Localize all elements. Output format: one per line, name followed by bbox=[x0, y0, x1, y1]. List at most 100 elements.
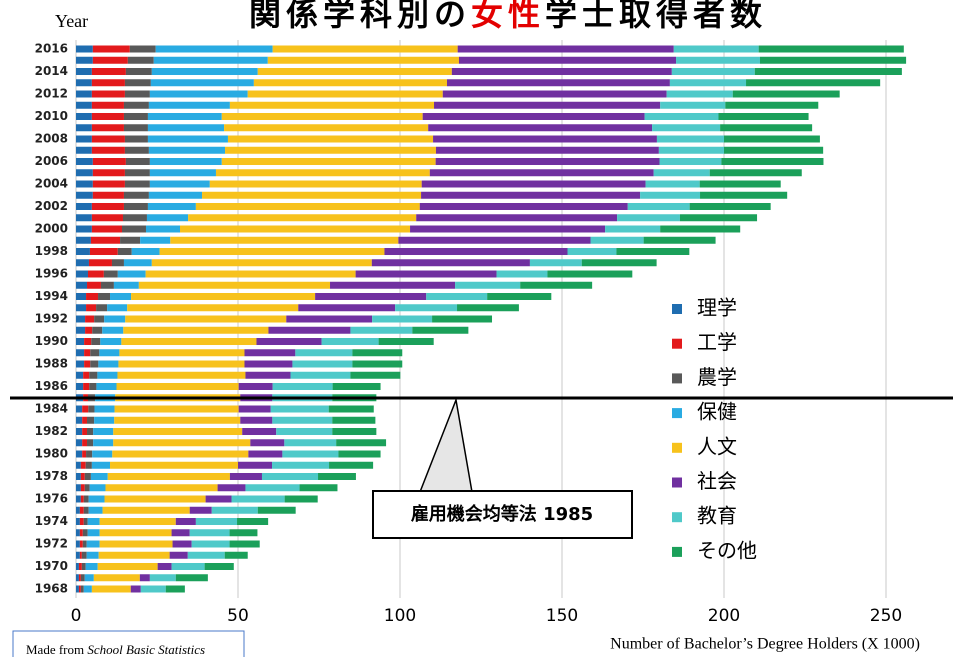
bar-segment bbox=[84, 349, 91, 357]
bar-segment bbox=[679, 214, 758, 222]
bar-segment bbox=[689, 203, 771, 210]
bar-segment bbox=[124, 169, 150, 177]
bar-segment bbox=[123, 191, 149, 199]
bar-segment bbox=[231, 495, 285, 503]
bar-segment bbox=[149, 169, 216, 177]
bar-segment bbox=[195, 518, 238, 525]
bar-segment bbox=[189, 506, 212, 514]
bar-segment bbox=[130, 585, 141, 593]
y-tick-label: 2012 bbox=[35, 87, 68, 101]
bar-segment bbox=[567, 248, 617, 255]
bar-segment bbox=[76, 203, 92, 210]
legend-label: 人文 bbox=[697, 434, 737, 458]
bar-segment bbox=[426, 293, 488, 300]
bar-segment bbox=[238, 461, 273, 469]
source-text: Made from bbox=[26, 642, 84, 657]
bar-segment bbox=[94, 405, 115, 413]
bar-segment bbox=[332, 428, 377, 435]
bar-segment bbox=[371, 259, 530, 267]
bar-segment bbox=[76, 360, 85, 368]
bar-segment bbox=[721, 158, 824, 165]
bar-segment bbox=[76, 338, 85, 345]
bar-segment bbox=[627, 203, 690, 210]
bars bbox=[76, 45, 907, 593]
bar-segment bbox=[87, 270, 104, 278]
bar-segment bbox=[660, 101, 726, 109]
bar-segment bbox=[175, 574, 208, 582]
bar-segment bbox=[79, 529, 83, 537]
bar-segment bbox=[80, 473, 85, 480]
bar-segment bbox=[676, 56, 760, 64]
x-tick-label: 200 bbox=[708, 606, 740, 626]
bar-segment bbox=[139, 574, 150, 582]
bar-segment bbox=[76, 461, 81, 469]
bar-segment bbox=[76, 506, 80, 514]
bar-segment bbox=[204, 563, 234, 570]
bar-segment bbox=[124, 90, 150, 98]
bar-segment bbox=[238, 383, 273, 390]
bar-segment bbox=[91, 585, 131, 593]
bar-segment bbox=[76, 124, 92, 132]
bar-segment bbox=[257, 506, 296, 514]
y-tick-label: 1984 bbox=[35, 402, 68, 416]
y-tick-label: 2010 bbox=[35, 109, 68, 123]
bar-segment bbox=[428, 124, 653, 132]
bar-segment bbox=[86, 293, 99, 300]
bar-segment bbox=[429, 169, 654, 177]
bar-segment bbox=[225, 146, 436, 154]
bar-segment bbox=[754, 68, 902, 75]
bar-segment bbox=[76, 585, 79, 593]
callout-box bbox=[372, 490, 633, 539]
bar-segment bbox=[76, 45, 93, 53]
bar-segment bbox=[123, 259, 152, 267]
bar-segment bbox=[110, 461, 238, 469]
bar-segment bbox=[91, 461, 111, 469]
bar-segment bbox=[91, 214, 123, 222]
bar-segment bbox=[457, 304, 519, 312]
bar-segment bbox=[145, 270, 356, 278]
bar-segment bbox=[276, 428, 333, 435]
bar-segment bbox=[148, 191, 203, 199]
legend-swatch bbox=[672, 338, 682, 349]
y-tick-label: 1998 bbox=[35, 244, 68, 258]
bar-segment bbox=[85, 461, 92, 469]
bar-segment bbox=[76, 551, 80, 559]
bar-segment bbox=[709, 169, 802, 177]
bar-segment bbox=[86, 304, 97, 312]
bar-segment bbox=[372, 315, 433, 323]
legend-swatch bbox=[672, 546, 682, 557]
bar-segment bbox=[270, 405, 329, 413]
bar-segment bbox=[250, 439, 285, 447]
bar-segment bbox=[217, 484, 246, 492]
bar-segment bbox=[80, 484, 85, 492]
bar-segment bbox=[759, 56, 907, 64]
bar-segment bbox=[412, 326, 469, 334]
bar-segment bbox=[410, 225, 606, 233]
y-tick-label: 2016 bbox=[35, 42, 68, 56]
bar-segment bbox=[172, 540, 192, 548]
bar-segment bbox=[298, 304, 396, 312]
bar-segment bbox=[82, 405, 89, 413]
bar-segment bbox=[422, 113, 645, 120]
legend-swatch bbox=[672, 304, 682, 314]
bar-segment bbox=[180, 225, 411, 233]
bar-segment bbox=[290, 371, 351, 379]
bar-segment bbox=[147, 113, 222, 120]
bar-segment bbox=[240, 416, 273, 424]
y-tick-label: 1972 bbox=[35, 537, 68, 551]
bar-segment bbox=[84, 484, 90, 492]
bar-segment bbox=[84, 360, 91, 368]
bar-segment bbox=[433, 135, 657, 143]
bar-segment bbox=[581, 259, 657, 267]
bar-segment bbox=[187, 551, 225, 559]
bar-segment bbox=[87, 529, 100, 537]
bar-segment bbox=[123, 203, 148, 210]
y-tick-label: 2000 bbox=[35, 222, 68, 236]
bar-segment bbox=[286, 315, 373, 323]
bar-segment bbox=[98, 360, 119, 368]
bar-segment bbox=[76, 259, 89, 267]
bar-segment bbox=[451, 68, 672, 75]
bar-segment bbox=[124, 79, 151, 87]
bar-segment bbox=[724, 146, 824, 154]
